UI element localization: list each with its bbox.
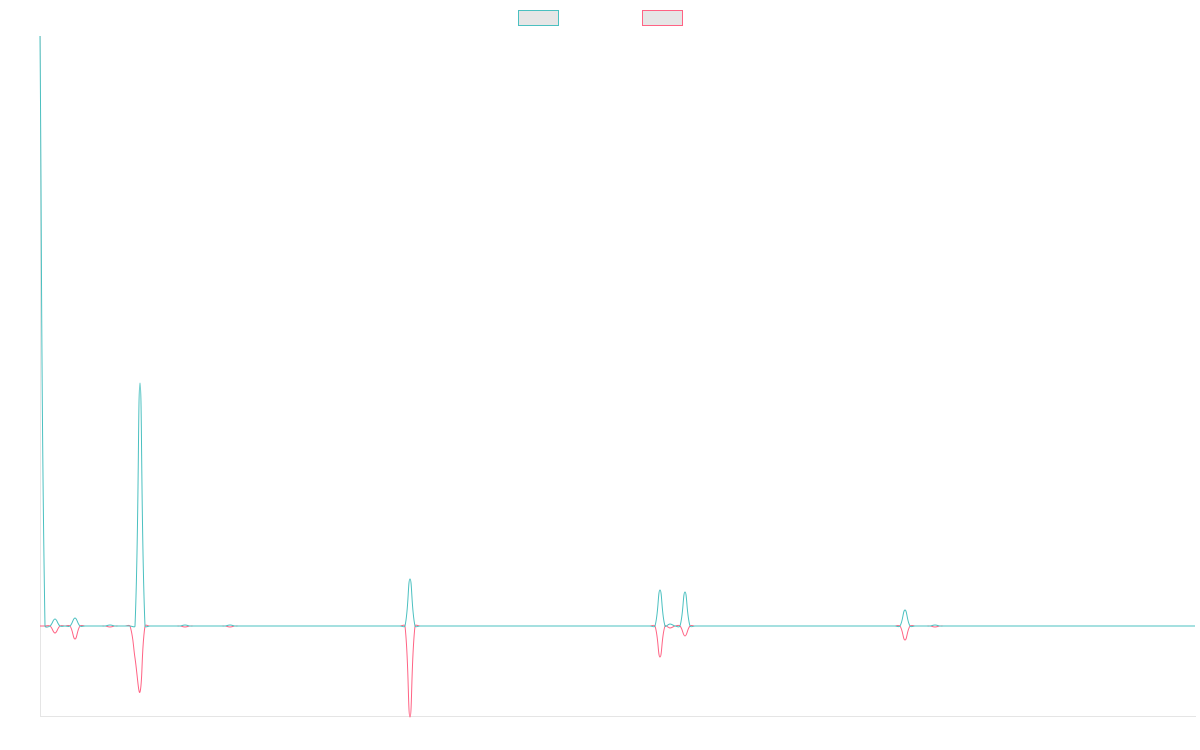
legend-swatch	[642, 10, 683, 26]
legend-swatch	[518, 10, 559, 26]
line-series	[40, 624, 1195, 718]
line-series	[39, 35, 1195, 628]
